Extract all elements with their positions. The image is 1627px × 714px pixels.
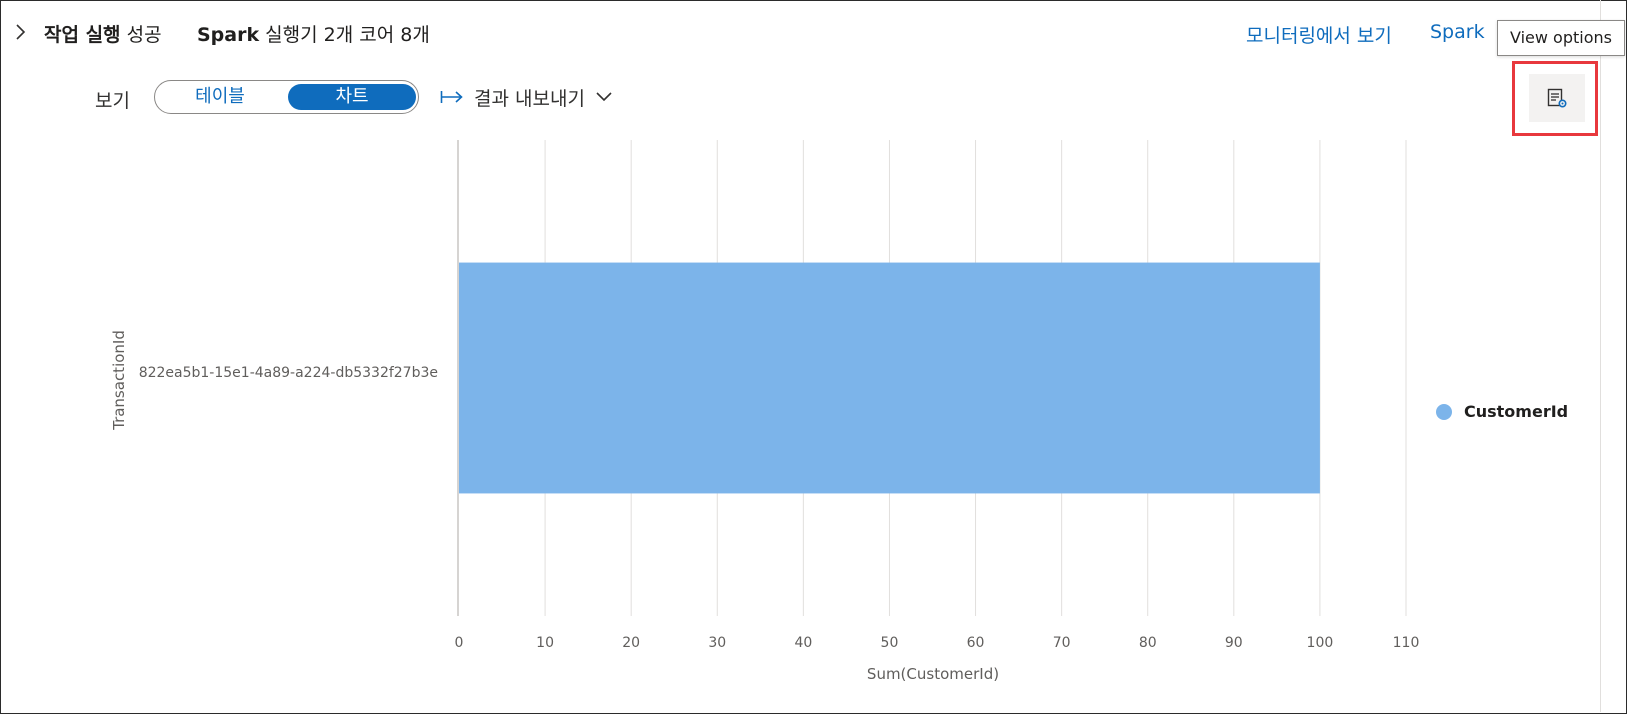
chevron-down-icon	[596, 92, 612, 102]
legend-item-label[interactable]: CustomerId	[1464, 402, 1569, 421]
arrow-to-right-icon	[440, 91, 463, 103]
legend-swatch	[1436, 403, 1452, 420]
x-axis-title: Sum(CustomerId)	[867, 665, 999, 683]
x-tick-label: 80	[1139, 635, 1157, 651]
x-tick-label: 20	[622, 635, 640, 651]
view-options-icon	[1547, 88, 1567, 108]
x-tick-label: 40	[794, 635, 812, 651]
spark-executor-info: Spark 실행기 2개 코어 8개	[197, 20, 430, 47]
x-tick-label: 0	[455, 635, 464, 651]
y-axis-title: TransactionId	[110, 330, 128, 431]
view-options-button[interactable]	[1529, 74, 1585, 122]
spark-label: Spark	[197, 24, 260, 46]
view-options-tooltip: View options	[1497, 20, 1625, 56]
highlight-box	[1512, 61, 1598, 136]
export-results-button[interactable]: 결과 내보내기	[440, 84, 613, 110]
job-status: 작업 실행 성공	[44, 20, 162, 47]
view-toggle: 테이블 차트	[154, 80, 419, 114]
x-tick-label: 110	[1393, 635, 1420, 651]
export-results-label: 결과 내보내기	[474, 87, 585, 110]
table-view-option[interactable]: 테이블	[195, 86, 245, 107]
x-tick-label: 10	[536, 635, 554, 651]
bar[interactable]	[459, 262, 1320, 494]
x-tick-label: 90	[1225, 635, 1243, 651]
x-tick-label: 60	[967, 635, 985, 651]
x-tick-label: 100	[1307, 635, 1334, 651]
x-tick-label: 70	[1053, 635, 1071, 651]
job-status-value: 성공	[120, 24, 162, 46]
chevron-right-icon[interactable]	[14, 24, 28, 40]
x-tick-label: 30	[708, 635, 726, 651]
job-status-label: 작업 실행	[44, 24, 121, 46]
spark-ui-link[interactable]: Spark	[1430, 21, 1485, 43]
panel-edge	[1600, 0, 1601, 712]
view-in-monitoring-link[interactable]: 모니터링에서 보기	[1246, 25, 1392, 47]
executor-summary: 실행기 2개 코어 8개	[259, 24, 430, 46]
x-tick-label: 50	[881, 635, 899, 651]
chart-legend: CustomerId	[1436, 402, 1568, 421]
chart-view-option[interactable]: 차트	[288, 84, 416, 110]
y-category-label: 822ea5b1-15e1-4a89-a224-db5332f27b3e	[139, 365, 438, 381]
view-label: 보기	[95, 90, 130, 112]
